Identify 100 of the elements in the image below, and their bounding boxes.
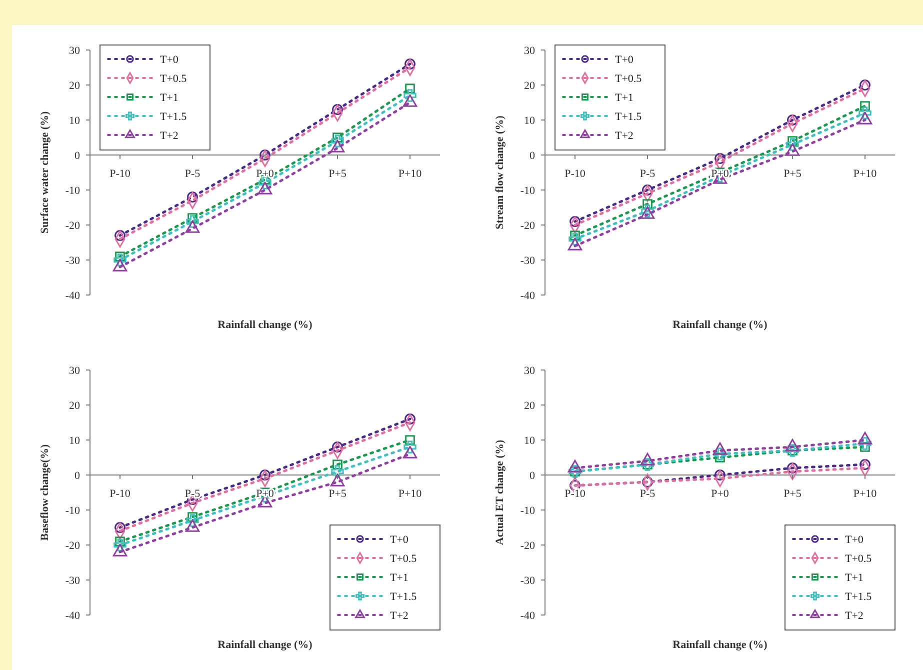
- x-axis-title: Rainfall change (%): [218, 639, 313, 651]
- point: [114, 230, 126, 241]
- point: [115, 252, 125, 262]
- point: [787, 462, 798, 474]
- x-tick-label: P+0: [711, 488, 730, 500]
- point: [860, 459, 870, 470]
- y-tick-label: -20: [65, 220, 80, 232]
- legend-label: T+2: [160, 130, 178, 142]
- point: [405, 84, 415, 94]
- point: [186, 215, 199, 228]
- point: [714, 153, 726, 164]
- point: [186, 514, 199, 527]
- y-tick-label: 30: [69, 44, 80, 57]
- x-tick-label: P-10: [110, 168, 131, 180]
- y-tick-label: -10: [520, 504, 536, 517]
- point: [332, 460, 342, 470]
- point: [188, 512, 198, 522]
- x-axis-title: Rainfall change (%): [672, 639, 768, 651]
- point: [405, 435, 415, 445]
- legend-label: T+1.5: [845, 590, 872, 603]
- y-tick-label: 10: [69, 434, 80, 447]
- y-tick-label: -40: [65, 290, 80, 302]
- point: [114, 538, 126, 552]
- point: [715, 452, 725, 462]
- point: [404, 440, 416, 454]
- point: [787, 114, 798, 126]
- y-tick-label: -30: [65, 254, 80, 267]
- y-tick-label: 0: [530, 470, 536, 482]
- legend-label: T+0.5: [390, 552, 418, 565]
- x-tick-label: P+5: [784, 168, 802, 180]
- point: [858, 106, 872, 120]
- point: [258, 176, 272, 190]
- point: [714, 470, 726, 480]
- legend-label: T+0: [390, 534, 409, 546]
- x-tick-label: P+5: [784, 488, 802, 500]
- point: [331, 465, 344, 478]
- point: [404, 89, 416, 102]
- point: [404, 58, 416, 70]
- y-tick-label: -30: [520, 254, 536, 267]
- y-tick-label: 30: [69, 364, 80, 377]
- point: [188, 213, 198, 223]
- y-axis-title: Baseflow change(%): [39, 444, 51, 541]
- legend-label: T+0.5: [845, 552, 872, 565]
- point: [860, 80, 870, 90]
- legend-label: T+1.5: [390, 590, 418, 603]
- y-tick-label: 0: [74, 470, 80, 482]
- point: [114, 254, 126, 266]
- x-tick-label: P+10: [398, 488, 422, 500]
- y-tick-label: -30: [520, 574, 536, 587]
- y-tick-label: -40: [520, 290, 536, 302]
- y-tick-label: -30: [65, 574, 80, 587]
- x-tick-label: P-5: [184, 168, 201, 180]
- y-tick-label: -40: [520, 610, 536, 622]
- x-axis-title: Rainfall change (%): [218, 319, 313, 331]
- point: [786, 138, 799, 151]
- legend-label: T+1: [615, 92, 634, 104]
- legend-label: T+0.5: [160, 72, 188, 85]
- point: [332, 442, 343, 452]
- point: [570, 216, 580, 227]
- x-tick-label: P-5: [640, 168, 656, 180]
- x-tick-label: P+5: [328, 168, 347, 180]
- point: [187, 192, 198, 202]
- y-tick-label: -10: [65, 504, 80, 517]
- point: [115, 536, 125, 546]
- x-tick-label: P+5: [328, 488, 347, 500]
- point: [858, 437, 872, 450]
- point: [332, 104, 343, 115]
- legend-label: T+2: [390, 610, 408, 622]
- point: [642, 199, 652, 209]
- y-tick-label: -20: [520, 540, 536, 552]
- y-tick-label: 20: [69, 80, 80, 92]
- y-tick-label: 30: [524, 44, 536, 57]
- x-tick-label: P+10: [853, 488, 878, 500]
- point: [260, 470, 270, 480]
- legend-label: T+1: [390, 572, 408, 584]
- point: [331, 134, 344, 148]
- y-axis-title: Stream flow change (%): [494, 115, 506, 230]
- y-tick-label: 0: [74, 150, 80, 162]
- y-tick-label: 10: [69, 114, 80, 127]
- y-tick-label: -40: [65, 610, 80, 622]
- y-axis-title: Surface water change (%): [39, 111, 51, 234]
- y-tick-label: 10: [524, 434, 536, 447]
- y-tick-label: 30: [524, 364, 536, 377]
- legend-label: T+0: [845, 534, 864, 546]
- legend-label: T+1.5: [160, 110, 188, 123]
- y-tick-label: 20: [69, 400, 80, 412]
- point: [860, 101, 870, 111]
- y-tick-label: 20: [524, 400, 536, 412]
- point: [260, 150, 270, 160]
- x-tick-label: P+10: [853, 168, 878, 180]
- y-tick-label: -20: [65, 540, 80, 552]
- y-tick-label: -10: [520, 184, 536, 197]
- point: [642, 476, 653, 488]
- point: [332, 132, 342, 142]
- x-tick-label: P-10: [110, 488, 131, 500]
- y-tick-label: 0: [530, 150, 536, 162]
- legend-label: T+0: [160, 54, 179, 66]
- legend-label: T+2: [615, 130, 634, 142]
- x-tick-label: P-10: [564, 168, 586, 180]
- point: [568, 232, 582, 246]
